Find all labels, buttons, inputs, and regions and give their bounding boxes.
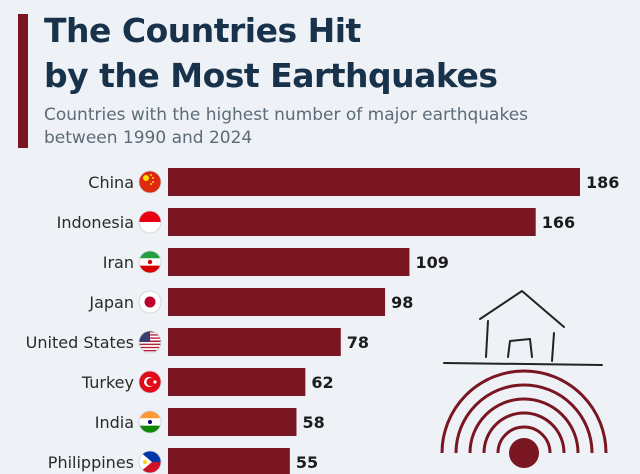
japan-flag-icon [138,290,162,314]
category-label-united-states: United States [26,333,134,352]
bar-iran [168,248,410,276]
philippines-flag-icon [138,450,162,474]
category-label-turkey: Turkey [81,373,134,392]
category-label-japan: Japan [88,293,134,312]
bar-chart: 186 China 166 Indonesia 109 Iran 98 Japan 78 Unit… [26,168,619,474]
category-label-india: India [95,413,134,432]
iran-flag-icon [138,250,162,274]
subtitle-line-1: Countries with the highest number of maj… [44,105,529,125]
category-label-iran: Iran [103,253,134,272]
value-label-turkey: 62 [311,373,333,392]
bar-india [168,408,297,436]
accent-bar [18,14,28,148]
category-label-indonesia: Indonesia [57,213,134,232]
value-label-china: 186 [586,173,619,192]
us-flag-icon [138,330,162,354]
value-label-united-states: 78 [347,333,369,352]
bar-japan [168,288,386,316]
bar-indonesia [168,208,536,236]
value-label-japan: 98 [391,293,413,312]
bar-philippines [168,448,290,474]
value-label-india: 58 [302,413,324,432]
bar-china [168,168,580,196]
title-line-1: The Countries Hit [44,11,361,50]
page-subtitle: Countries with the highest number of maj… [44,104,634,150]
earthquake-house-icon [440,290,608,468]
bar-turkey [168,368,306,396]
subtitle-line-2: between 1990 and 2024 [44,128,253,148]
page-title: The Countries Hit by the Most Earthquakes [44,8,634,98]
value-label-philippines: 55 [296,453,318,472]
china-flag-icon [138,170,162,194]
title-line-2: by the Most Earthquakes [44,56,498,95]
indonesia-flag-icon [138,210,162,234]
category-label-philippines: Philippines [48,453,134,472]
india-flag-icon [138,410,162,434]
value-label-iran: 109 [415,253,448,272]
category-label-china: China [88,173,134,192]
turkey-flag-icon [138,370,162,394]
bar-united-states [168,328,341,356]
value-label-indonesia: 166 [542,213,575,232]
